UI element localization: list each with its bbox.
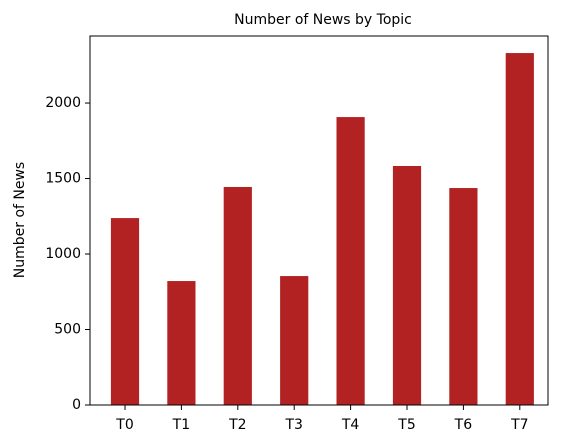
bar — [336, 117, 365, 405]
y-tick-label: 1000 — [45, 246, 81, 262]
x-tick-label: T1 — [172, 417, 190, 433]
chart-title: Number of News by Topic — [234, 12, 412, 28]
x-tick-label: T3 — [284, 417, 302, 433]
x-tick-label: T5 — [397, 417, 415, 433]
x-tick-label: T7 — [510, 417, 528, 433]
y-tick-label: 500 — [54, 322, 81, 338]
bar — [392, 165, 422, 405]
plot-frame — [89, 35, 549, 406]
x-tick-label: T4 — [341, 417, 360, 433]
bar — [505, 53, 534, 405]
x-tick-label: T2 — [228, 417, 246, 433]
bar — [449, 188, 478, 405]
y-tick-label: 2000 — [45, 95, 81, 111]
y-tick-label: 0 — [72, 397, 81, 413]
bar — [223, 186, 252, 405]
y-axis-label: Number of News — [12, 162, 28, 278]
x-tick-label: T0 — [115, 417, 133, 433]
x-tick-label: T6 — [454, 417, 473, 433]
bar — [280, 276, 309, 405]
bar — [110, 218, 140, 405]
y-tick-label: 1500 — [45, 171, 81, 187]
bar — [167, 281, 196, 405]
